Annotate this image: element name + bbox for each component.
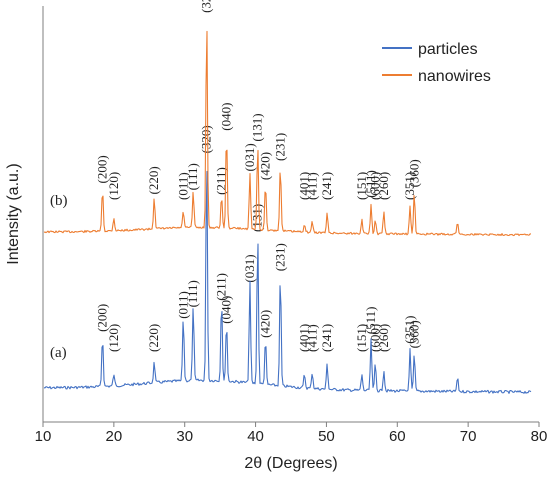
peak-label: (011)	[175, 291, 190, 319]
peak-label: (320)	[199, 0, 214, 13]
x-tick-label: 10	[35, 428, 52, 445]
peak-label: (120)	[106, 324, 121, 352]
x-tick-label: 60	[389, 428, 406, 445]
peak-label: (411)	[304, 172, 319, 200]
peak-label: (211)	[214, 273, 229, 301]
peak-label: (131)	[250, 113, 265, 141]
peak-label: (200)	[95, 304, 110, 332]
peak-label: (511)	[363, 307, 378, 335]
peak-label: (360)	[406, 159, 421, 187]
peak-label: (151)	[354, 172, 369, 200]
peak-label: (320)	[199, 125, 214, 153]
peak-label: (351)	[402, 172, 417, 200]
x-tick-label: 20	[106, 428, 123, 445]
peak-label: (200)	[95, 155, 110, 183]
peak-label: (011)	[175, 172, 190, 200]
peak-label: (220)	[146, 166, 161, 194]
plot-area: 10 20 30 40 50 60 70 80 (200)(120) (220) (011)(11…	[35, 0, 548, 445]
legend-label-nanowires: nanowires	[418, 68, 491, 85]
peak-label: (401)	[297, 172, 312, 200]
peak-label: (111)	[185, 280, 200, 307]
peak-label: (031)	[242, 254, 257, 282]
peak-label: (040)	[219, 103, 234, 131]
legend: particles nanowires	[382, 41, 491, 85]
x-tick-label: 70	[460, 428, 477, 445]
peak-label: (211)	[214, 167, 229, 195]
panel-label-particles: (a)	[50, 345, 67, 361]
x-axis-title: 2θ (Degrees)	[244, 455, 337, 472]
y-axis-title: Intensity (a.u.)	[5, 163, 22, 264]
peak-label: (420)	[258, 310, 273, 338]
x-axis-ticks: 10 20 30 40 50 60 70 80	[35, 422, 548, 445]
peak-label: (360)	[406, 320, 421, 348]
peak-label: (231)	[272, 133, 287, 161]
peak-label: (511)	[363, 170, 378, 198]
peak-label: (231)	[272, 243, 287, 271]
peak-label: (131)	[250, 204, 265, 232]
x-tick-label: 80	[531, 428, 548, 445]
peak-label: (411)	[304, 324, 319, 352]
peak-label: (260)	[376, 324, 391, 352]
peak-label: (351)	[402, 316, 417, 344]
peak-label: (220)	[146, 324, 161, 352]
peak-label: (151)	[354, 324, 369, 352]
peak-label: (600)	[367, 172, 382, 200]
peak-labels-particles: (200)(120) (220)(011)(111)(320)(211)(040)…	[95, 125, 422, 352]
series-line-nanowires	[43, 30, 531, 237]
peak-label: (111)	[185, 163, 200, 190]
peak-label: (401)	[297, 324, 312, 352]
legend-entry-particles: particles	[382, 41, 478, 58]
legend-label-particles: particles	[418, 41, 478, 58]
x-tick-label: 30	[176, 428, 193, 445]
peak-label: (120)	[106, 172, 121, 200]
peak-label: (241)	[319, 172, 334, 200]
peak-label: (241)	[319, 324, 334, 352]
x-tick-label: 50	[318, 428, 335, 445]
peak-labels-nanowires: (200)(120)(220)(011)(111)(320)(211)(040)…	[95, 0, 422, 200]
series-layer	[43, 30, 532, 394]
legend-entry-nanowires: nanowires	[382, 68, 491, 85]
peak-label: (260)	[376, 172, 391, 200]
x-tick-label: 40	[247, 428, 264, 445]
panel-label-nanowires: (b)	[50, 193, 68, 209]
peak-label: (031)	[242, 143, 257, 171]
peak-label: (420)	[258, 152, 273, 180]
series-line-particles	[43, 170, 532, 394]
